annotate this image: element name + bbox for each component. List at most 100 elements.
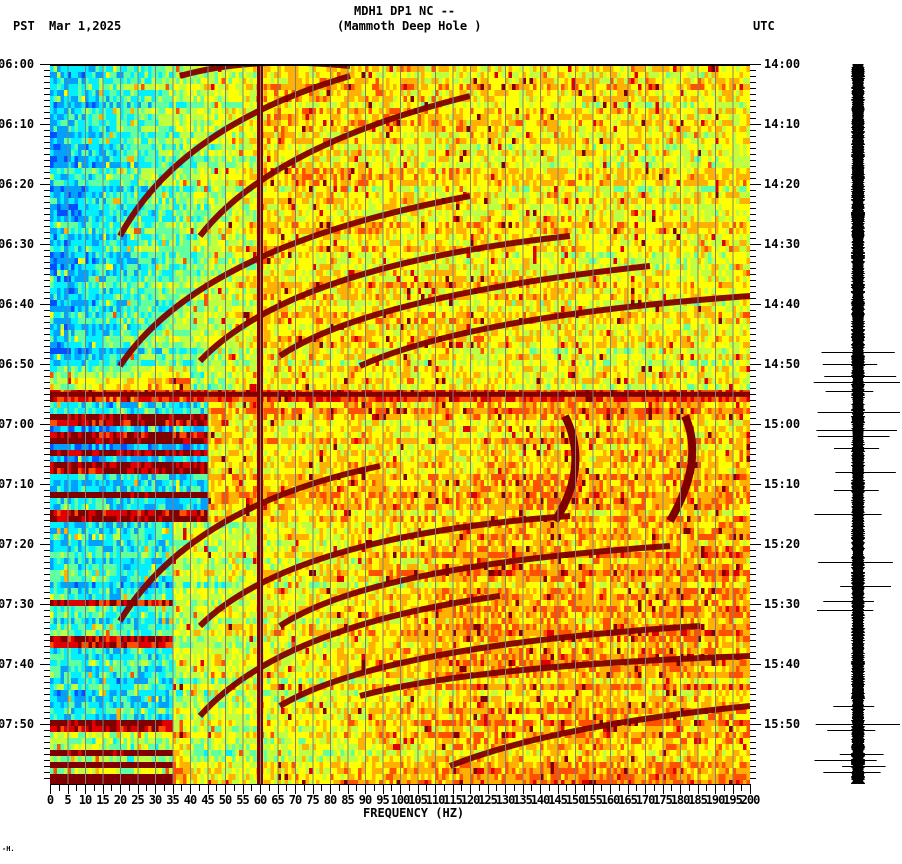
left-minor-tick (44, 136, 50, 137)
left-minor-tick (44, 556, 50, 557)
left-minor-tick (44, 208, 50, 209)
right-minor-tick (750, 778, 756, 779)
right-minor-tick (750, 598, 756, 599)
left-minor-tick (44, 118, 50, 119)
left-minor-tick (44, 532, 50, 533)
left-major-tick (40, 544, 50, 545)
right-minor-tick (750, 460, 756, 461)
x-minor-tick (584, 784, 585, 791)
left-minor-tick (44, 430, 50, 431)
left-minor-tick (44, 622, 50, 623)
x-minor-tick (741, 784, 742, 791)
right-minor-tick (750, 622, 756, 623)
left-minor-tick (44, 520, 50, 521)
left-minor-tick (44, 226, 50, 227)
right-minor-tick (750, 676, 756, 677)
right-major-tick (750, 184, 761, 185)
left-minor-tick (44, 502, 50, 503)
x-minor-tick (356, 784, 357, 791)
x-minor-tick (619, 784, 620, 791)
right-minor-tick (750, 412, 756, 413)
x-minor-tick (339, 784, 340, 791)
x-minor-tick (374, 784, 375, 791)
seismogram-waveform (810, 64, 900, 784)
x-minor-tick (566, 784, 567, 791)
x-minor-tick (286, 784, 287, 791)
right-major-tick (750, 544, 761, 545)
left-minor-tick (44, 646, 50, 647)
right-minor-tick (750, 652, 756, 653)
right-minor-tick (750, 352, 756, 353)
left-minor-tick (44, 754, 50, 755)
left-time-label: 07:10 (0, 478, 36, 490)
right-minor-tick (750, 442, 756, 443)
left-minor-tick (44, 406, 50, 407)
left-minor-tick (44, 94, 50, 95)
header-date: Mar 1,2025 (49, 19, 121, 33)
left-minor-tick (44, 628, 50, 629)
left-minor-tick (44, 658, 50, 659)
right-minor-tick (750, 148, 756, 149)
left-minor-tick (44, 106, 50, 107)
right-minor-tick (750, 670, 756, 671)
right-minor-tick (750, 340, 756, 341)
right-minor-tick (750, 388, 756, 389)
right-minor-tick (750, 256, 756, 257)
right-minor-tick (750, 118, 756, 119)
right-time-label: 15:10 (764, 478, 800, 490)
left-minor-tick (44, 220, 50, 221)
left-minor-tick (44, 76, 50, 77)
left-time-label: 07:30 (0, 598, 36, 610)
left-major-tick (40, 124, 50, 125)
x-minor-tick (531, 784, 532, 791)
left-time-label: 06:30 (0, 238, 36, 250)
right-minor-tick (750, 160, 756, 161)
right-minor-tick (750, 526, 756, 527)
x-minor-tick (426, 784, 427, 791)
right-minor-tick (750, 154, 756, 155)
left-minor-tick (44, 718, 50, 719)
right-minor-tick (750, 538, 756, 539)
right-minor-tick (750, 292, 756, 293)
right-minor-tick (750, 610, 756, 611)
left-time-label: 06:10 (0, 118, 36, 130)
right-time-label: 15:40 (764, 658, 800, 670)
right-minor-tick (750, 178, 756, 179)
right-major-tick (750, 724, 761, 725)
right-minor-tick (750, 106, 756, 107)
left-minor-tick (44, 712, 50, 713)
x-minor-tick (129, 784, 130, 791)
left-minor-tick (44, 190, 50, 191)
left-minor-tick (44, 340, 50, 341)
right-minor-tick (750, 82, 756, 83)
right-time-label: 14:10 (764, 118, 800, 130)
left-minor-tick (44, 730, 50, 731)
left-time-label: 06:20 (0, 178, 36, 190)
right-minor-tick (750, 430, 756, 431)
left-minor-tick (44, 166, 50, 167)
right-major-tick (750, 124, 761, 125)
right-minor-tick (750, 556, 756, 557)
right-minor-tick (750, 754, 756, 755)
left-minor-tick (44, 442, 50, 443)
right-time-label: 14:30 (764, 238, 800, 250)
left-minor-tick (44, 580, 50, 581)
x-minor-tick (94, 784, 95, 791)
right-minor-tick (750, 88, 756, 89)
left-major-tick (40, 364, 50, 365)
left-minor-tick (44, 352, 50, 353)
right-minor-tick (750, 508, 756, 509)
left-minor-tick (44, 358, 50, 359)
left-minor-tick (44, 478, 50, 479)
right-minor-tick (750, 400, 756, 401)
left-minor-tick (44, 310, 50, 311)
right-major-tick (750, 244, 761, 245)
right-time-label: 14:50 (764, 358, 800, 370)
left-major-tick (40, 424, 50, 425)
left-minor-tick (44, 616, 50, 617)
right-minor-tick (750, 76, 756, 77)
left-minor-tick (44, 268, 50, 269)
left-minor-tick (44, 154, 50, 155)
right-minor-tick (750, 586, 756, 587)
spectrogram-heatmap (50, 66, 750, 784)
